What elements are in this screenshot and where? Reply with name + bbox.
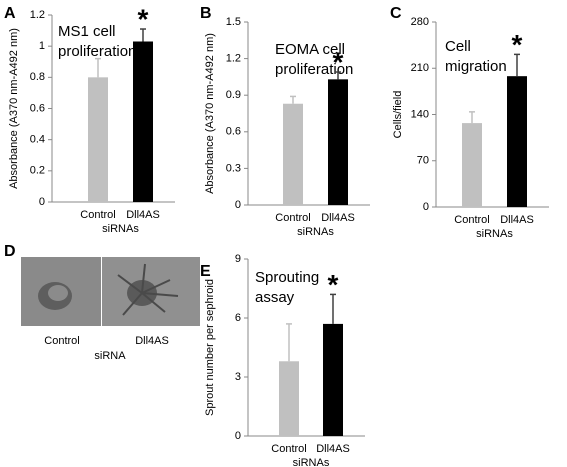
y-tick-label: 0 [235, 430, 241, 442]
panel-label: D [4, 243, 16, 260]
x-axis-label: siRNAs [297, 226, 334, 238]
y-tick-label: 0.3 [226, 162, 241, 174]
panel-label: C [390, 5, 402, 22]
y-tick-label: 0 [423, 201, 429, 213]
annotation: proliferation [58, 43, 136, 60]
x-axis-label: siRNAs [476, 228, 513, 240]
x-tick-label: Dll4AS [316, 443, 350, 455]
x-axis-label: siRNAs [102, 223, 139, 235]
y-axis-label: Cells/field [392, 91, 404, 139]
x-tick-label: Dll4AS [500, 214, 534, 226]
x-tick-label: Control [275, 212, 310, 224]
bar [88, 77, 108, 202]
significance-star: * [328, 269, 339, 300]
annotation: EOMA cell [275, 41, 345, 58]
y-tick-label: 1 [39, 40, 45, 52]
bar [283, 103, 303, 205]
y-tick-label: 0.4 [30, 134, 45, 146]
y-tick-label: 0 [235, 199, 241, 211]
panel-label: A [4, 5, 16, 22]
x-tick-label: Control [454, 214, 489, 226]
y-tick-label: 1.5 [226, 16, 241, 28]
y-axis-label: Absorbance (A370 nm-A492 nm) [8, 28, 20, 189]
y-tick-label: 210 [411, 62, 429, 74]
y-axis-label: Sprout number per sephroid [204, 279, 216, 416]
y-tick-label: 0.9 [226, 89, 241, 101]
bar [323, 323, 343, 436]
x-tick-label: Control [80, 209, 115, 221]
annotation: proliferation [275, 61, 353, 78]
image-xlabel: siRNA [94, 350, 126, 362]
y-tick-label: 0.8 [30, 71, 45, 83]
x-tick-label: Dll4AS [126, 209, 160, 221]
significance-star: * [333, 46, 344, 77]
y-tick-label: 6 [235, 312, 241, 324]
y-tick-label: 0.2 [30, 165, 45, 177]
image-caption: Dll4AS [135, 335, 169, 347]
panel-label: E [200, 263, 211, 280]
bar [328, 79, 348, 205]
bar [462, 123, 482, 207]
y-tick-label: 1.2 [30, 9, 45, 21]
annotation: assay [255, 289, 295, 306]
y-tick-label: 140 [411, 108, 429, 120]
annotation: migration [445, 58, 507, 75]
y-axis-label: Absorbance (A370 nm-A492 nm) [204, 33, 216, 194]
y-tick-label: 9 [235, 253, 241, 265]
y-tick-label: 1.2 [226, 53, 241, 65]
spheroid-highlight [48, 285, 68, 301]
x-tick-label: Dll4AS [321, 212, 355, 224]
annotation: Sprouting [255, 269, 319, 286]
annotation: MS1 cell [58, 23, 116, 40]
panel-label: B [200, 5, 212, 22]
y-tick-label: 3 [235, 371, 241, 383]
significance-star: * [512, 29, 523, 60]
micrographs [21, 257, 200, 326]
x-axis-label: siRNAs [293, 457, 330, 467]
y-tick-label: 0.6 [226, 126, 241, 138]
x-tick-label: Control [271, 443, 306, 455]
bar [279, 361, 299, 436]
bar [507, 76, 527, 207]
y-tick-label: 280 [411, 16, 429, 28]
image-caption: Control [44, 335, 79, 347]
annotation: Cell [445, 38, 471, 55]
y-tick-label: 0.6 [30, 102, 45, 114]
significance-star: * [138, 3, 149, 34]
bar [133, 41, 153, 202]
y-tick-label: 0 [39, 196, 45, 208]
y-tick-label: 70 [417, 155, 429, 167]
sprouts [117, 263, 179, 316]
